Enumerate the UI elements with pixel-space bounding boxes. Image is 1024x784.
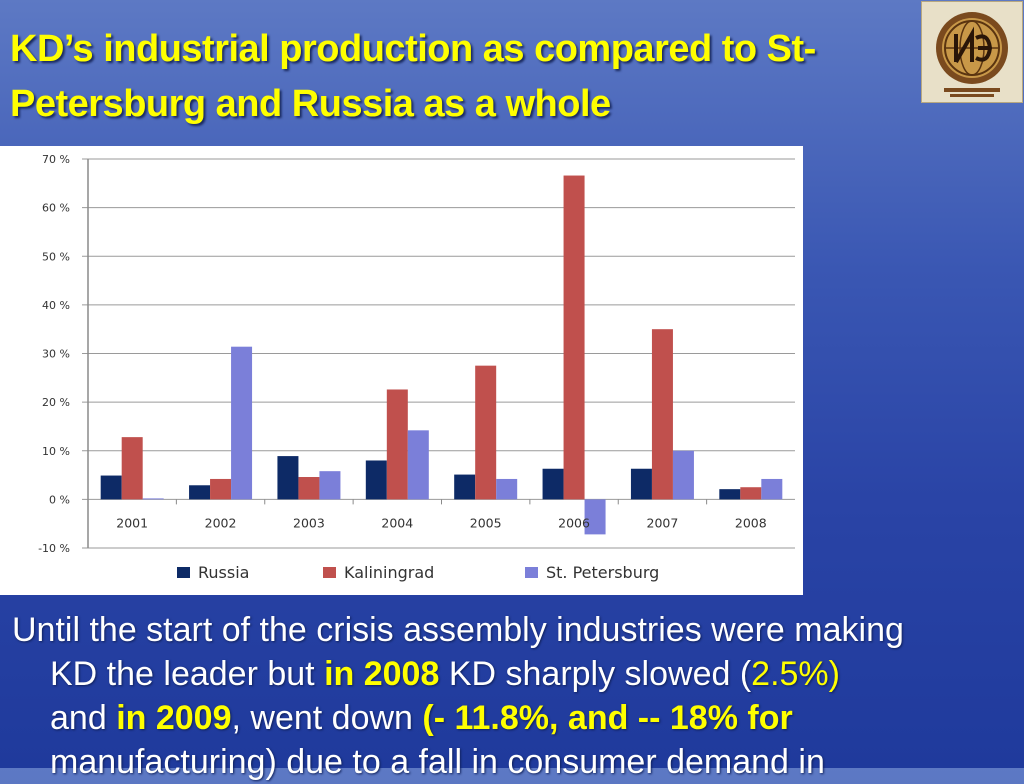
body-line-2: KD the leader but in 2008 KD sharply slo…	[12, 652, 1012, 696]
y-tick-label: 50 %	[42, 250, 70, 263]
highlight-decline: (- 11.8%, and -- 18% for	[422, 699, 793, 737]
bar-st-petersburg-2005	[496, 478, 518, 500]
bar-st-petersburg-2003	[319, 471, 341, 500]
highlight-2009: in 2009	[116, 699, 232, 737]
x-tick-label: 2004	[381, 515, 413, 530]
body-text-2a: KD the leader but	[50, 655, 325, 693]
x-tick-label: 2007	[647, 515, 679, 530]
bar-st-petersburg-2002	[231, 346, 253, 500]
x-tick-label: 2001	[116, 515, 148, 530]
bar-kaliningrad-2004	[386, 389, 408, 500]
highlight-2-5pct: 2.5%)	[751, 655, 840, 693]
y-tick-label: 60 %	[42, 202, 70, 215]
legend-label-kaliningrad: Kaliningrad	[344, 563, 434, 582]
logo-emblem-icon	[936, 12, 1008, 97]
bar-russia-2006	[542, 468, 564, 500]
body-line-3: and in 2009, went down (- 11.8%, and -- …	[12, 696, 1012, 740]
bar-kaliningrad-2005	[475, 365, 497, 500]
chart-panel: 70 % 60 % 50 % 40 % 30 % 20 % 10 % 0 % -10 % 2001…	[0, 146, 803, 595]
bar-st-petersburg-2006	[584, 499, 606, 535]
legend-label-st-petersburg: St. Petersburg	[546, 563, 659, 582]
bar-kaliningrad-2008	[740, 487, 762, 500]
body-text-1: Until the start of the crisis assembly i…	[12, 611, 904, 649]
bar-st-petersburg-2001	[142, 498, 164, 500]
x-tick-label: 2008	[735, 515, 767, 530]
legend-swatch-st-petersburg	[525, 567, 538, 578]
bar-russia-2004	[365, 460, 387, 500]
bar-russia-2005	[454, 474, 476, 500]
bar-st-petersburg-2008	[761, 478, 783, 500]
x-tick-label: 2002	[205, 515, 237, 530]
x-tick-label: 2003	[293, 515, 325, 530]
bar-st-petersburg-2004	[407, 430, 429, 500]
y-tick-label: 40 %	[42, 299, 70, 312]
bar-st-petersburg-2007	[672, 450, 694, 500]
y-tick-label: 10 %	[42, 445, 70, 458]
bar-kaliningrad-2006	[563, 175, 585, 500]
body-text: Until the start of the crisis assembly i…	[12, 608, 1012, 784]
bar-kaliningrad-2001	[121, 437, 143, 500]
slide-title: KD’s industrial production as compared t…	[10, 28, 816, 125]
bar-russia-2008	[719, 489, 741, 500]
bar-kaliningrad-2007	[651, 329, 673, 500]
body-line-1: Until the start of the crisis assembly i…	[12, 608, 1012, 652]
bar-chart: 70 % 60 % 50 % 40 % 30 % 20 % 10 % 0 % -10 % 2001…	[38, 153, 795, 582]
bar-kaliningrad-2002	[210, 478, 232, 500]
bar-russia-2002	[189, 485, 211, 500]
body-text-2c: KD sharply slowed (	[439, 655, 752, 693]
bar-russia-2001	[100, 475, 122, 500]
body-text-3a: and	[50, 699, 117, 737]
body-text-4: manufacturing) due to a fall in consumer…	[50, 743, 825, 781]
y-tick-label: 0 %	[49, 493, 70, 506]
body-text-3c: , went down	[231, 699, 423, 737]
bar-russia-2007	[630, 468, 652, 500]
y-tick-label: -10 %	[38, 542, 70, 555]
legend-swatch-kaliningrad	[323, 567, 336, 578]
bar-kaliningrad-2003	[298, 477, 320, 500]
x-tick-label: 2006	[558, 515, 590, 530]
legend-label-russia: Russia	[198, 563, 249, 582]
y-tick-label: 30 %	[42, 348, 70, 361]
y-tick-label: 70 %	[42, 153, 70, 166]
bar-russia-2003	[277, 456, 299, 500]
body-line-4: manufacturing) due to a fall in consumer…	[12, 740, 1012, 784]
y-tick-label: 20 %	[42, 396, 70, 409]
highlight-2008: in 2008	[324, 655, 440, 693]
x-tick-label: 2005	[470, 515, 502, 530]
logo	[921, 1, 1023, 103]
legend-swatch-russia	[177, 567, 190, 578]
